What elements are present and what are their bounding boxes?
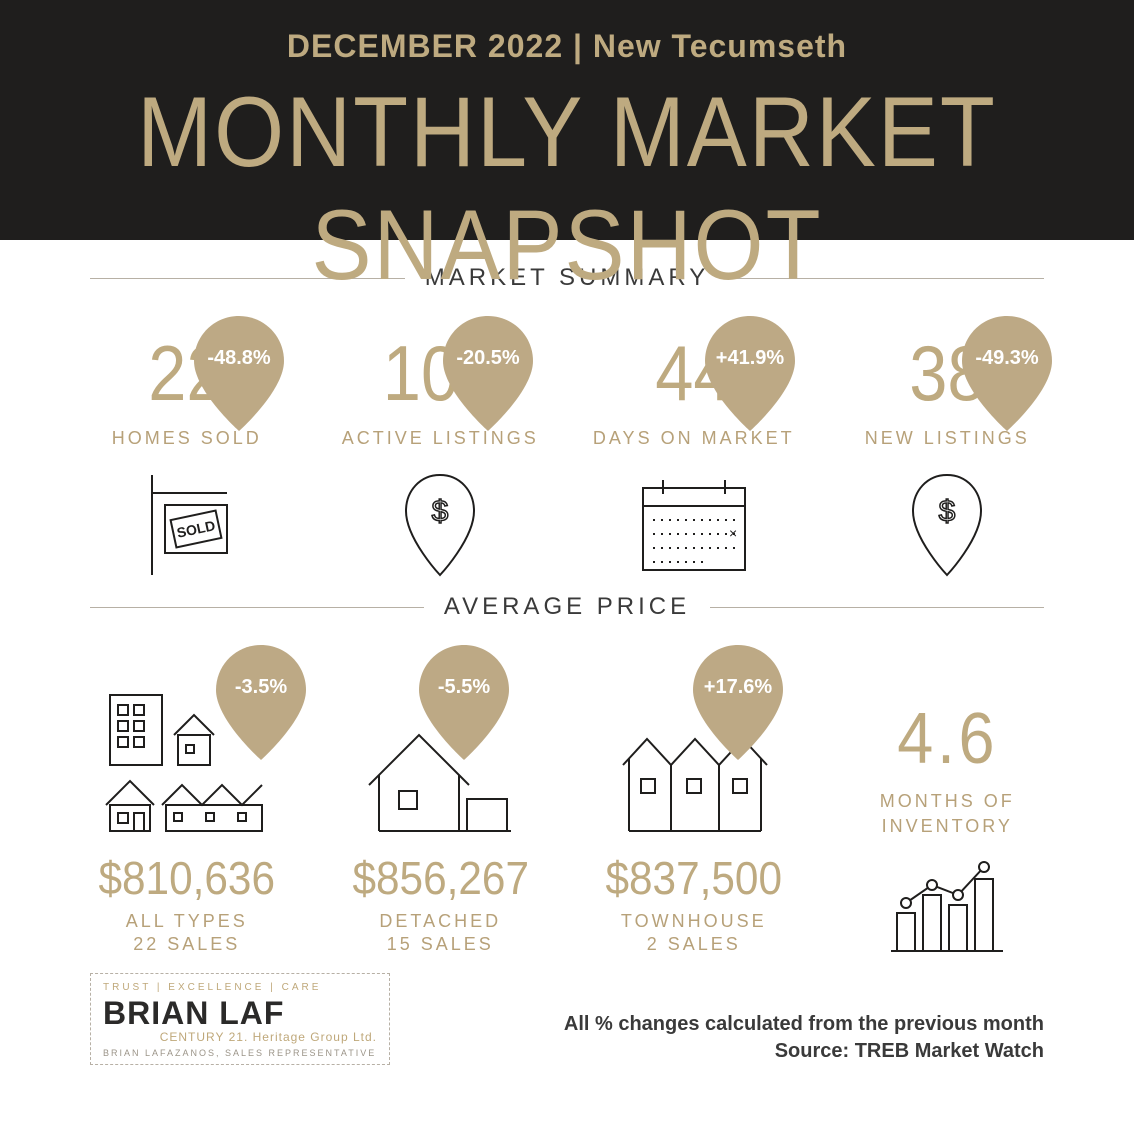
price-value: $837,500 xyxy=(585,851,804,905)
logo-rep: BRIAN LAFAZANOS, SALES REPRESENTATIVE xyxy=(103,1048,377,1058)
metric-label: NEW LISTINGS xyxy=(821,428,1075,449)
metric-label: HOMES SOLD xyxy=(60,428,314,449)
price-sales: 2 SALES xyxy=(575,934,813,955)
summary-row: 22 -48.8% HOMES SOLD SOLD 101 -20.5% ACT… xyxy=(0,310,1134,579)
change-pin-icon: -48.8% xyxy=(194,316,284,431)
footer-note-2: Source: TREB Market Watch xyxy=(564,1038,1044,1065)
calendar-icon: × xyxy=(567,471,821,579)
inventory-label-l1: MONTHS OF xyxy=(880,791,1015,811)
chart-growth-icon xyxy=(829,855,1067,955)
inventory-value: 4.6 xyxy=(840,703,1054,775)
sold-sign-icon: SOLD xyxy=(60,471,314,579)
divider xyxy=(710,607,1044,608)
change-pct: -48.8% xyxy=(207,347,271,369)
inventory-label: MONTHS OF INVENTORY xyxy=(829,789,1067,839)
change-pin-icon: -5.5% xyxy=(419,645,509,760)
footer-notes: All % changes calculated from the previo… xyxy=(564,1011,1044,1065)
change-pct: -3.5% xyxy=(234,676,286,698)
price-row: -3.5% $810,636 ALL TYPES 22 SALES -5.5% xyxy=(0,635,1134,955)
footer-note-1: All % changes calculated from the previo… xyxy=(564,1011,1044,1038)
change-pct: -5.5% xyxy=(438,676,490,698)
logo-brokerage: CENTURY 21. Heritage Group Ltd. xyxy=(103,1030,377,1044)
change-pct: -49.3% xyxy=(975,347,1039,369)
change-pin-icon: +41.9% xyxy=(705,316,795,431)
metric-days-on-market: 44 +41.9% DAYS ON MARKET × xyxy=(567,310,821,579)
change-pin-icon: -3.5% xyxy=(216,645,306,760)
inventory-metric: 4.6 MONTHS OF INVENTORY xyxy=(821,683,1075,955)
price-sales: 22 SALES xyxy=(68,934,306,955)
logo-tagline: TRUST | EXCELLENCE | CARE xyxy=(103,982,377,993)
price-sales: 15 SALES xyxy=(322,934,560,955)
price-pin-icon: $ xyxy=(821,471,1075,579)
section-title: AVERAGE PRICE xyxy=(444,593,690,621)
price-label: ALL TYPES xyxy=(68,911,306,932)
price-value: $810,636 xyxy=(78,851,297,905)
section-label-price: AVERAGE PRICE xyxy=(90,593,1044,621)
header-banner: DECEMBER 2022 | New Tecumseth MONTHLY MA… xyxy=(0,0,1134,240)
page-title: MONTHLY MARKET SNAPSHOT xyxy=(0,77,1134,304)
logo-name: BRIAN LAF xyxy=(103,995,377,1032)
footer: TRUST | EXCELLENCE | CARE BRIAN LAF CENT… xyxy=(0,965,1134,1065)
price-pin-icon: $ xyxy=(314,471,568,579)
change-pct: -20.5% xyxy=(456,347,520,369)
metric-homes-sold: 22 -48.8% HOMES SOLD SOLD xyxy=(60,310,314,579)
change-pct: +41.9% xyxy=(715,347,784,369)
price-townhouse: +17.6% $837,500 TOWNHOUSE 2 SALES xyxy=(567,635,821,955)
metric-label: ACTIVE LISTINGS xyxy=(314,428,568,449)
change-pin-icon: +17.6% xyxy=(693,645,783,760)
metric-active-listings: 101 -20.5% ACTIVE LISTINGS $ xyxy=(314,310,568,579)
price-label: TOWNHOUSE xyxy=(575,911,813,932)
svg-text:×: × xyxy=(729,525,737,541)
price-value: $856,267 xyxy=(331,851,550,905)
change-pct: +17.6% xyxy=(703,676,772,698)
change-pin-icon: -49.3% xyxy=(962,316,1052,431)
price-detached: -5.5% $856,267 DETACHED 15 SALES xyxy=(314,635,568,955)
price-all-types: -3.5% $810,636 ALL TYPES 22 SALES xyxy=(60,635,314,955)
svg-text:$: $ xyxy=(432,495,449,528)
change-pin-icon: -20.5% xyxy=(443,316,533,431)
date-location: DECEMBER 2022 | New Tecumseth xyxy=(0,28,1134,65)
divider xyxy=(90,607,424,608)
metric-new-listings: 38 -49.3% NEW LISTINGS $ xyxy=(821,310,1075,579)
metric-label: DAYS ON MARKET xyxy=(567,428,821,449)
price-label: DETACHED xyxy=(322,911,560,932)
agent-logo: TRUST | EXCELLENCE | CARE BRIAN LAF CENT… xyxy=(90,973,390,1065)
inventory-label-l2: INVENTORY xyxy=(882,816,1013,836)
svg-text:$: $ xyxy=(939,495,956,528)
